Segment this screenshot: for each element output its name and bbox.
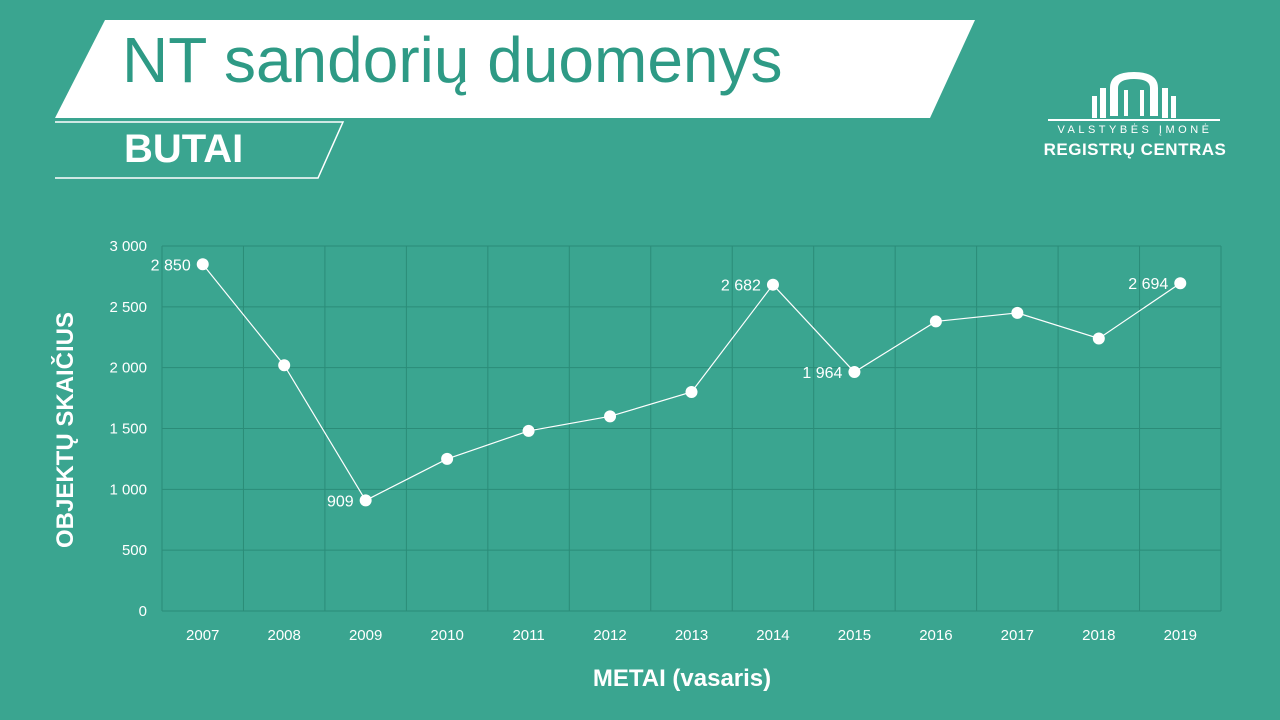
chart-grid [161, 245, 1222, 612]
data-point [604, 410, 617, 423]
chart-series [196, 258, 1187, 507]
data-point [1174, 277, 1187, 290]
data-point [1011, 306, 1024, 319]
chart-labels: 2 850 909 2 682 1 964 2 694 [151, 257, 1169, 510]
x-tick-label: 2017 [1001, 627, 1034, 644]
x-tick-label: 2007 [186, 627, 219, 644]
x-axis-title: METAI (vasaris) [593, 665, 771, 692]
data-label: 909 [327, 493, 354, 510]
data-label: 2 682 [721, 278, 761, 295]
data-point [1092, 332, 1105, 345]
y-tick-label: 3 000 [109, 238, 147, 255]
y-tick-label: 2 000 [109, 360, 147, 377]
page-subtitle: BUTAI [124, 127, 244, 171]
x-tick-label: 2011 [512, 627, 544, 644]
y-tick-label: 1 500 [109, 421, 147, 438]
x-tick-label: 2014 [756, 627, 789, 644]
title-banner [55, 20, 975, 179]
series-line [202, 263, 1181, 502]
x-tick-label: 2009 [349, 627, 382, 644]
data-label: 2 850 [151, 257, 191, 274]
data-point [441, 452, 454, 465]
x-tick-label: 2019 [1164, 627, 1197, 644]
data-point [929, 315, 942, 328]
y-tick-label: 2 500 [109, 299, 147, 316]
y-tick-label: 1 000 [109, 481, 147, 498]
subtitle-frame [55, 121, 345, 179]
data-label: 2 694 [1128, 276, 1168, 293]
x-tick-label: 2016 [919, 627, 952, 644]
data-point [848, 366, 861, 379]
x-tick-label: 2013 [675, 627, 708, 644]
page-title: NT sandorių duomenys [122, 24, 783, 96]
x-tick-label: 2015 [838, 627, 871, 644]
x-tick-label: 2018 [1082, 627, 1115, 644]
data-point [196, 258, 209, 271]
data-point [359, 494, 372, 507]
data-point [685, 386, 698, 398]
y-axis-title: OBJEKTŲ SKAIČIUS [51, 312, 79, 548]
chart-axes: 0 500 1 000 1 500 2 000 2 500 3 000 2007 2008 200… [109, 238, 1197, 644]
logo-text-line1: VALSTYBĖS ĮMONĖ [1057, 124, 1213, 136]
y-tick-label: 0 [139, 603, 147, 620]
x-tick-label: 2012 [593, 627, 626, 644]
data-point [522, 424, 535, 437]
y-tick-label: 500 [122, 542, 147, 559]
data-point [766, 278, 779, 291]
logo-text-line2: REGISTRŲ CENTRAS [1043, 140, 1227, 159]
logo-arch-icon [1092, 72, 1176, 118]
x-tick-label: 2010 [430, 627, 463, 644]
registru-centras-logo [1048, 72, 1220, 121]
x-tick-label: 2008 [268, 627, 301, 644]
title-banner-shape [55, 20, 975, 118]
data-point [278, 359, 291, 372]
data-label: 1 964 [802, 365, 842, 382]
